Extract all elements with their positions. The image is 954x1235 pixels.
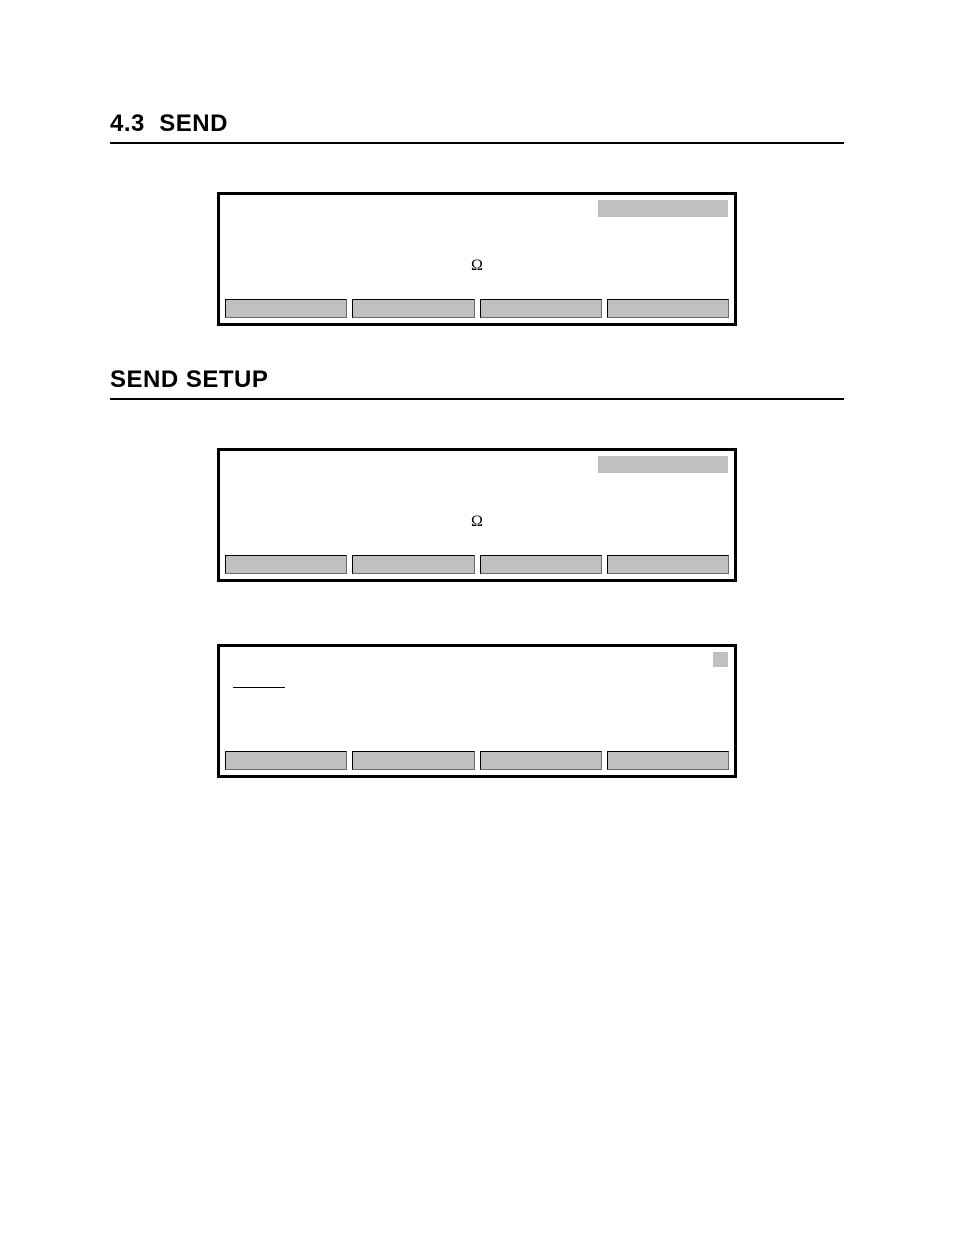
lcd-panel-container-3	[110, 644, 844, 778]
lcd-mode-tag-2	[598, 456, 728, 473]
softkey-f4-panel2[interactable]	[607, 555, 729, 574]
softkey-f2-panel3[interactable]	[352, 751, 474, 770]
softkey-f3-panel1[interactable]	[480, 299, 602, 318]
lcd-panel-container-2: Ω	[110, 448, 844, 582]
softkey-f2-panel1[interactable]	[352, 299, 474, 318]
section-heading: 4.3 SEND	[110, 110, 844, 144]
softkey-f1-panel1[interactable]	[225, 299, 347, 318]
softkey-f4-panel3[interactable]	[607, 751, 729, 770]
lcd-body-2: Ω	[220, 451, 734, 551]
button-row-2	[220, 551, 734, 579]
softkey-f1-panel3[interactable]	[225, 751, 347, 770]
softkey-f4-panel1[interactable]	[607, 299, 729, 318]
section-title: SEND	[159, 110, 228, 137]
button-row-1	[220, 295, 734, 323]
lcd-mode-tag-1	[598, 200, 728, 217]
lcd-mode-tag-3	[713, 652, 728, 667]
button-row-3	[220, 747, 734, 775]
lcd-panel-2: Ω	[217, 448, 737, 582]
lcd-panel-3	[217, 644, 737, 778]
cursor-underline	[233, 687, 285, 688]
subsection-heading: SEND SETUP	[110, 366, 844, 400]
lcd-panel-container-1: Ω	[110, 192, 844, 326]
lcd-panel-1: Ω	[217, 192, 737, 326]
softkey-f3-panel2[interactable]	[480, 555, 602, 574]
omega-symbol-2: Ω	[471, 513, 483, 531]
softkey-f3-panel3[interactable]	[480, 751, 602, 770]
softkey-f2-panel2[interactable]	[352, 555, 474, 574]
page-content: 4.3 SEND Ω SEND SETUP Ω	[0, 0, 954, 778]
lcd-body-1: Ω	[220, 195, 734, 295]
section-number: 4.3	[110, 110, 145, 137]
softkey-f1-panel2[interactable]	[225, 555, 347, 574]
lcd-body-3	[220, 647, 734, 747]
omega-symbol-1: Ω	[471, 257, 483, 275]
